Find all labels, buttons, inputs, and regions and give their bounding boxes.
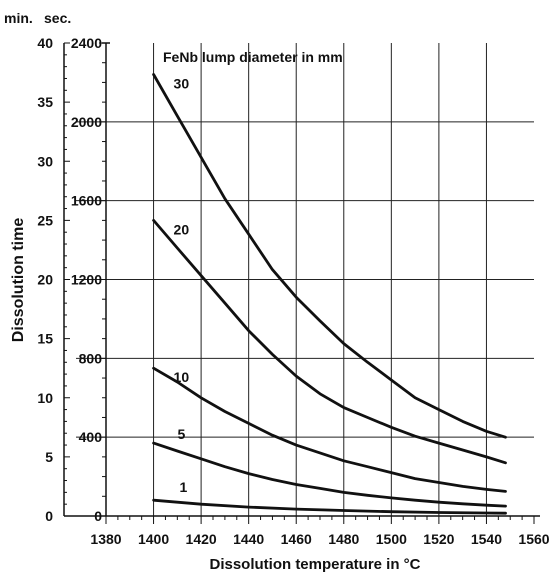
y-sec-tick-label-0: 0 [94, 508, 102, 524]
unit-label-min: min. [4, 10, 33, 26]
series-line-20 [152, 219, 507, 465]
x-tick-label-1500: 1500 [376, 531, 407, 547]
x-axis-label: Dissolution temperature in °C [209, 556, 420, 573]
series-label-30: 30 [174, 76, 190, 92]
series-label-1: 1 [180, 479, 188, 495]
y-min-tick-label-30: 30 [37, 153, 53, 169]
y-sec-tick-label-800: 800 [79, 350, 103, 366]
x-tick-label-1400: 1400 [138, 531, 169, 547]
series-labels: 30 20 10 5 1 [174, 76, 190, 496]
series-label-20: 20 [174, 221, 190, 237]
series-line-1 [152, 498, 507, 515]
x-tick-label-1520: 1520 [423, 531, 454, 547]
y-min-tick-label-20: 20 [37, 272, 53, 288]
y-min-tick-label-25: 25 [37, 212, 53, 228]
y-min-tick-label-5: 5 [45, 449, 53, 465]
y-sec-tick-label-2400: 2400 [71, 35, 102, 51]
unit-label-sec: sec. [44, 10, 71, 26]
x-tick-label-1480: 1480 [328, 531, 359, 547]
x-tick-label-1420: 1420 [186, 531, 217, 547]
y-min-tick-label-15: 15 [37, 331, 53, 347]
y-min-tick-label-35: 35 [37, 94, 53, 110]
y-min-tick-label-0: 0 [45, 508, 53, 524]
series-label-10: 10 [174, 369, 190, 385]
series-label-5: 5 [178, 426, 186, 442]
x-tick-label-1440: 1440 [233, 531, 264, 547]
y-sec-tick-label-1200: 1200 [71, 272, 102, 288]
x-tick-label-1460: 1460 [281, 531, 312, 547]
y-axis-label: Dissolution time [10, 218, 27, 343]
y-min-tick-label-40: 40 [37, 35, 53, 51]
legend-title: FeNb lump diameter in mm [163, 49, 343, 65]
y-min-tick-label-10: 10 [37, 390, 53, 406]
x-tick-label-1380: 1380 [90, 531, 121, 547]
y-sec-tick-label-1600: 1600 [71, 193, 102, 209]
series-group [152, 73, 507, 515]
series-line-30 [152, 73, 507, 439]
x-tick-label-1560: 1560 [518, 531, 549, 547]
series-line-5 [152, 441, 507, 508]
x-tick-label-1540: 1540 [471, 531, 502, 547]
ticks: 1380 1400 1420 1440 1460 1480 1500 1520 1540 1560… [37, 35, 549, 547]
y-sec-tick-label-400: 400 [79, 429, 103, 445]
series-line-10 [152, 366, 507, 493]
grid [76, 43, 534, 516]
y-sec-tick-label-2000: 2000 [71, 114, 102, 130]
